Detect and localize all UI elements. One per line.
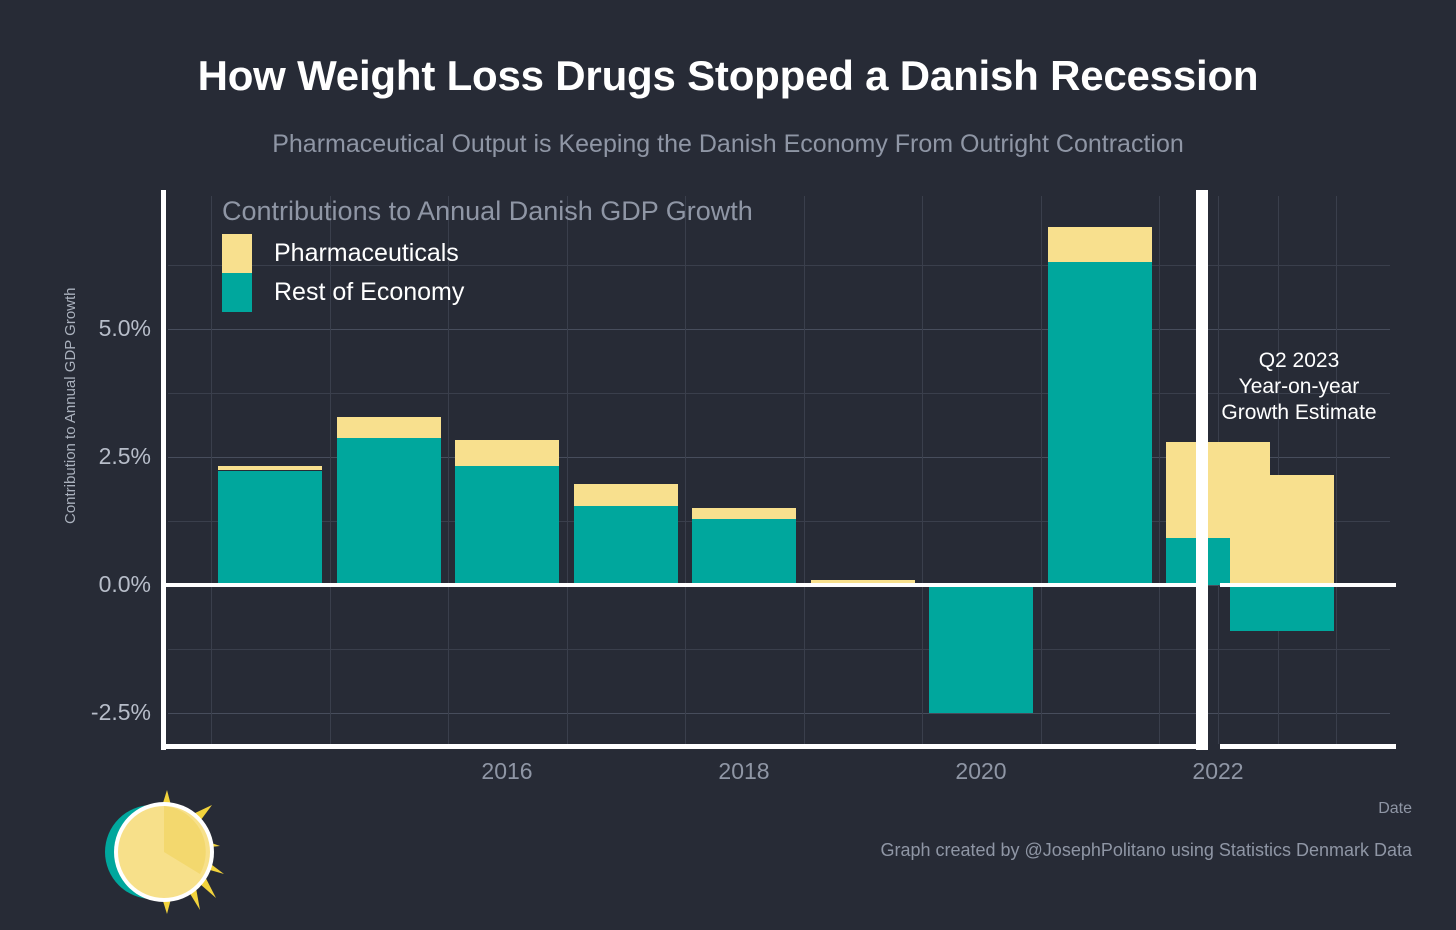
gridline xyxy=(1336,196,1337,744)
annotation-line-1: Q2 2023 xyxy=(1258,349,1340,372)
bar-segment[interactable] xyxy=(810,580,915,586)
gridline xyxy=(1040,196,1042,744)
annotation-line-2: Year-on-year xyxy=(1238,375,1360,398)
bar-segment[interactable] xyxy=(1230,585,1334,631)
page-subtitle: Pharmaceutical Output is Keeping the Dan… xyxy=(272,130,1184,158)
y-axis-line xyxy=(161,190,166,750)
plot-area: -2.5% 0.0% 2.5% 5.0% 2016 2018 2020 2022 Contr… xyxy=(91,190,1396,784)
zero-baseline xyxy=(161,583,1197,588)
bar-segment[interactable] xyxy=(1047,261,1152,586)
chart-legend: Pharmaceuticals Rest of Economy xyxy=(222,234,464,312)
x-axis-line-forecast xyxy=(1220,744,1396,749)
y-tick-label: 5.0% xyxy=(98,315,151,342)
y-tick-label: -2.5% xyxy=(90,699,151,726)
gridline xyxy=(168,393,1390,395)
y-tick-label: 0.0% xyxy=(98,571,151,598)
bar-segment[interactable] xyxy=(573,483,678,507)
gridline xyxy=(1277,196,1279,744)
legend-swatch-rest-of-economy xyxy=(222,273,252,312)
gridline xyxy=(168,329,1390,331)
x-tick-label: 2016 xyxy=(481,758,533,784)
bar-segment[interactable] xyxy=(692,507,796,520)
gridline xyxy=(168,457,1390,459)
bar-segment[interactable] xyxy=(1230,475,1334,586)
sun-logo-svg xyxy=(105,790,224,914)
bar-segment[interactable] xyxy=(929,585,1033,714)
bar-segment[interactable] xyxy=(336,417,441,438)
gridline xyxy=(168,265,1390,267)
gridline xyxy=(168,649,1390,651)
bar-segment[interactable] xyxy=(692,519,796,586)
gridline xyxy=(685,196,686,744)
bar-segment[interactable] xyxy=(336,437,441,586)
chart-credit: Graph created by @JosephPolitano using S… xyxy=(880,840,1412,860)
chart-inner-title: Contributions to Annual Danish GDP Growt… xyxy=(222,196,753,226)
forecast-divider xyxy=(1196,190,1208,750)
page-title: How Weight Loss Drugs Stopped a Danish R… xyxy=(197,52,1259,99)
x-axis-label: Date xyxy=(1378,800,1412,817)
x-axis-line xyxy=(161,744,1197,749)
gridline xyxy=(448,196,449,744)
legend-item-pharmaceuticals[interactable]: Pharmaceuticals xyxy=(222,234,464,273)
bar-segment[interactable] xyxy=(218,465,322,471)
x-tick-label: 2018 xyxy=(718,758,770,784)
zero-baseline-forecast xyxy=(1220,583,1396,588)
legend-label-pharmaceuticals: Pharmaceuticals xyxy=(274,239,459,267)
gridline xyxy=(211,196,212,744)
gridline xyxy=(922,196,923,744)
gridline xyxy=(168,713,1390,715)
legend-label-rest-of-economy: Rest of Economy xyxy=(274,278,465,306)
annotation-line-3: Growth Estimate xyxy=(1221,401,1377,424)
legend-swatch-pharmaceuticals xyxy=(222,234,252,273)
bar-segment[interactable] xyxy=(455,465,559,586)
bar-segment[interactable] xyxy=(573,506,678,586)
sun-logo-icon xyxy=(92,788,242,916)
forecast-annotation: Q2 2023 Year-on-year Growth Estimate xyxy=(1204,348,1394,426)
x-tick-label: 2020 xyxy=(955,758,1007,784)
gridline xyxy=(566,196,568,744)
gridline xyxy=(803,196,805,744)
bar-segment[interactable] xyxy=(1047,227,1152,262)
bar-segment[interactable] xyxy=(455,440,559,466)
gridline xyxy=(329,196,331,744)
y-axis-label: Contribution to Annual GDP Growth xyxy=(62,287,79,525)
bar-segment[interactable] xyxy=(218,470,322,586)
gridline xyxy=(1159,196,1160,744)
legend-item-rest-of-economy[interactable]: Rest of Economy xyxy=(222,273,464,312)
y-tick-label: 2.5% xyxy=(98,443,151,470)
x-tick-label: 2022 xyxy=(1192,758,1244,784)
